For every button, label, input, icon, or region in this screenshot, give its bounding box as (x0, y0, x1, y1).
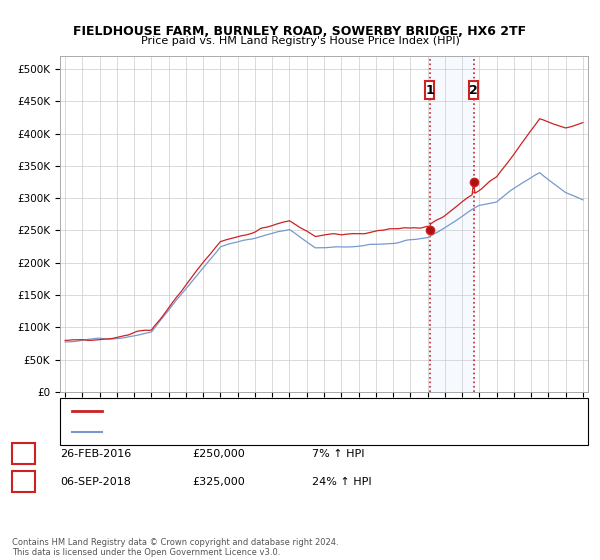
Text: £250,000: £250,000 (192, 449, 245, 459)
Text: 1: 1 (20, 449, 27, 459)
Text: FIELDHOUSE FARM, BURNLEY ROAD, SOWERBY BRIDGE, HX6 2TF (detached house): FIELDHOUSE FARM, BURNLEY ROAD, SOWERBY B… (108, 407, 502, 416)
Text: Price paid vs. HM Land Registry's House Price Index (HPI): Price paid vs. HM Land Registry's House … (140, 36, 460, 46)
Text: HPI: Average price, detached house, Calderdale: HPI: Average price, detached house, Cald… (108, 427, 335, 436)
FancyBboxPatch shape (469, 81, 478, 99)
Text: 7% ↑ HPI: 7% ↑ HPI (312, 449, 365, 459)
Text: 1: 1 (425, 84, 434, 97)
Text: 2: 2 (20, 477, 27, 487)
Bar (430, 56, 473, 392)
Text: 26-FEB-2016: 26-FEB-2016 (60, 449, 131, 459)
Text: £325,000: £325,000 (192, 477, 245, 487)
Text: Contains HM Land Registry data © Crown copyright and database right 2024.
This d: Contains HM Land Registry data © Crown c… (12, 538, 338, 557)
Text: 2: 2 (469, 84, 478, 97)
Text: 06-SEP-2018: 06-SEP-2018 (60, 477, 131, 487)
Text: FIELDHOUSE FARM, BURNLEY ROAD, SOWERBY BRIDGE, HX6 2TF: FIELDHOUSE FARM, BURNLEY ROAD, SOWERBY B… (73, 25, 527, 38)
FancyBboxPatch shape (425, 81, 434, 99)
Text: 24% ↑ HPI: 24% ↑ HPI (312, 477, 371, 487)
